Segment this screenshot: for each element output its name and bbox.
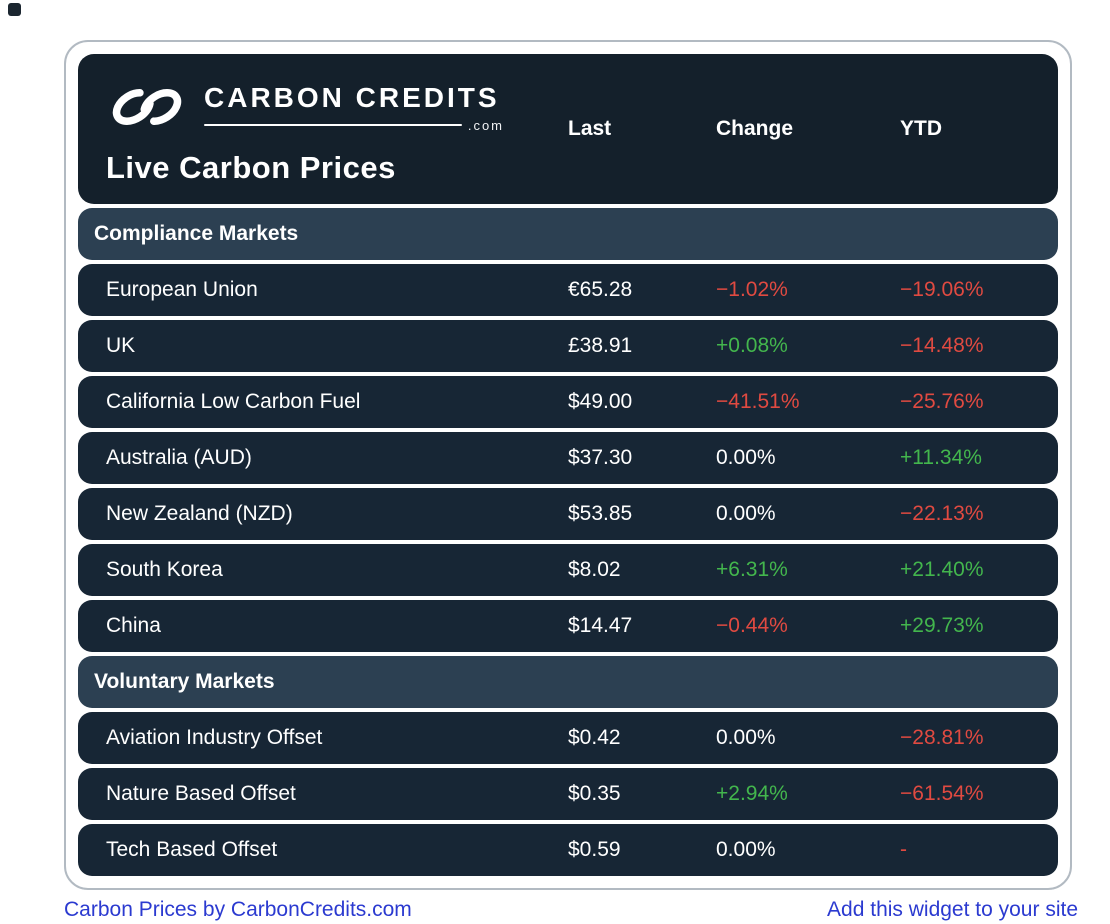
- table-row: South Korea $8.02 +6.31% +21.40%: [78, 544, 1058, 596]
- brand-name: CARBON CREDITS: [204, 81, 500, 113]
- section-header: Voluntary Markets: [78, 656, 1058, 708]
- change-percent: −1.02%: [716, 278, 788, 301]
- widget-title: Live Carbon Prices: [106, 150, 396, 185]
- table-row: Nature Based Offset $0.35 +2.94% −61.54%: [78, 768, 1058, 820]
- ytd-percent: −25.76%: [900, 390, 984, 413]
- market-sections: Compliance Markets European Union €65.28…: [78, 208, 1058, 876]
- market-name: Aviation Industry Offset: [106, 726, 323, 749]
- last-price: $49.00: [568, 390, 633, 413]
- ytd-percent: −28.81%: [900, 726, 984, 749]
- market-name: Nature Based Offset: [106, 782, 296, 805]
- section-title: Voluntary Markets: [94, 670, 275, 693]
- market-name: European Union: [106, 278, 258, 301]
- table-row: Tech Based Offset $0.59 0.00% -: [78, 824, 1058, 876]
- column-header-last: Last: [568, 117, 612, 140]
- change-percent: 0.00%: [716, 726, 776, 749]
- section-header: Compliance Markets: [78, 208, 1058, 260]
- table-row: Aviation Industry Offset $0.42 0.00% −28…: [78, 712, 1058, 764]
- ytd-percent: −61.54%: [900, 782, 984, 805]
- market-section: Voluntary Markets Aviation Industry Offs…: [78, 656, 1058, 876]
- change-percent: 0.00%: [716, 502, 776, 525]
- attribution-link[interactable]: Carbon Prices by CarbonCredits.com: [64, 898, 412, 921]
- last-price: $53.85: [568, 502, 633, 525]
- section-rows: European Union €65.28 −1.02% −19.06% UK …: [78, 264, 1058, 652]
- table-row: California Low Carbon Fuel $49.00 −41.51…: [78, 376, 1058, 428]
- brand-tld: .com: [467, 117, 504, 133]
- add-widget-link[interactable]: Add this widget to your site: [827, 898, 1078, 921]
- change-percent: −0.44%: [716, 614, 788, 637]
- table-row: China $14.47 −0.44% +29.73%: [78, 600, 1058, 652]
- brand-text: CARBON CREDITS .com: [204, 82, 504, 133]
- ytd-percent: −19.06%: [900, 278, 984, 301]
- market-name: Tech Based Offset: [106, 838, 278, 861]
- last-price: £38.91: [568, 334, 633, 357]
- widget-footer: Carbon Prices by CarbonCredits.com Add t…: [64, 898, 1078, 922]
- last-price: $0.59: [568, 838, 621, 861]
- table-row: European Union €65.28 −1.02% −19.06%: [78, 264, 1058, 316]
- table-row: New Zealand (NZD) $53.85 0.00% −22.13%: [78, 488, 1058, 540]
- ytd-percent: -: [900, 838, 907, 861]
- market-name: South Korea: [106, 558, 223, 581]
- brand-rule: [204, 124, 462, 126]
- carboncredits-logo-icon: [112, 89, 182, 125]
- table-row: UK £38.91 +0.08% −14.48%: [78, 320, 1058, 372]
- ytd-percent: −14.48%: [900, 334, 984, 357]
- change-percent: +2.94%: [716, 782, 788, 805]
- table-row: Australia (AUD) $37.30 0.00% +11.34%: [78, 432, 1058, 484]
- ytd-percent: +29.73%: [900, 614, 984, 637]
- last-price: $0.35: [568, 782, 621, 805]
- brand-subline: .com: [204, 118, 504, 133]
- market-name: California Low Carbon Fuel: [106, 390, 361, 413]
- change-percent: −41.51%: [716, 390, 800, 413]
- last-price: $0.42: [568, 726, 621, 749]
- section-title: Compliance Markets: [94, 222, 299, 245]
- ytd-percent: −22.13%: [900, 502, 984, 525]
- last-price: $14.47: [568, 614, 633, 637]
- last-price: $37.30: [568, 446, 633, 469]
- last-price: €65.28: [568, 278, 633, 301]
- widget-header: CARBON CREDITS .com Live Carbon Prices L…: [78, 54, 1058, 204]
- page-corner-mark: [8, 3, 21, 16]
- brand-lockup: CARBON CREDITS .com: [106, 74, 568, 140]
- market-name: New Zealand (NZD): [106, 502, 293, 525]
- brand-area: CARBON CREDITS .com Live Carbon Prices: [106, 72, 568, 186]
- change-percent: 0.00%: [716, 446, 776, 469]
- column-header-change: Change: [716, 117, 794, 140]
- column-header-ytd: YTD: [900, 117, 942, 140]
- change-percent: 0.00%: [716, 838, 776, 861]
- section-rows: Aviation Industry Offset $0.42 0.00% −28…: [78, 712, 1058, 876]
- ytd-percent: +11.34%: [900, 446, 982, 469]
- ytd-percent: +21.40%: [900, 558, 984, 581]
- change-percent: +6.31%: [716, 558, 788, 581]
- market-name: UK: [106, 334, 136, 357]
- change-percent: +0.08%: [716, 334, 788, 357]
- last-price: $8.02: [568, 558, 621, 581]
- market-section: Compliance Markets European Union €65.28…: [78, 208, 1058, 652]
- live-carbon-prices-widget: CARBON CREDITS .com Live Carbon Prices L…: [64, 40, 1072, 890]
- market-name: Australia (AUD): [106, 446, 252, 469]
- market-name: China: [106, 614, 161, 637]
